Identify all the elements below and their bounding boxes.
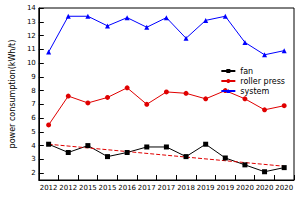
svg-text:3: 3 xyxy=(31,155,35,163)
svg-text:2012: 2012 xyxy=(40,184,58,192)
svg-text:roller press: roller press xyxy=(240,77,285,86)
svg-text:2016: 2016 xyxy=(118,184,136,192)
svg-text:8: 8 xyxy=(31,87,35,95)
svg-text:2019: 2019 xyxy=(197,184,215,192)
svg-text:10: 10 xyxy=(27,59,36,67)
svg-text:14: 14 xyxy=(27,4,36,12)
svg-text:7: 7 xyxy=(31,100,35,108)
svg-text:2020: 2020 xyxy=(275,184,293,192)
svg-text:2019: 2019 xyxy=(216,184,234,192)
svg-text:4: 4 xyxy=(31,142,36,150)
svg-text:13: 13 xyxy=(27,18,36,26)
svg-text:2017: 2017 xyxy=(157,184,175,192)
svg-text:fan: fan xyxy=(240,67,253,76)
svg-text:5: 5 xyxy=(31,128,35,136)
svg-text:2015: 2015 xyxy=(99,184,117,192)
svg-text:11: 11 xyxy=(27,45,36,53)
svg-text:system: system xyxy=(240,87,269,96)
svg-text:2012: 2012 xyxy=(59,184,77,192)
svg-text:2020: 2020 xyxy=(256,184,274,192)
svg-text:2020: 2020 xyxy=(236,184,254,192)
svg-text:2015: 2015 xyxy=(79,184,97,192)
svg-text:9: 9 xyxy=(31,73,35,81)
svg-text:power consumption(kWh/t): power consumption(kWh/t) xyxy=(8,40,17,149)
svg-text:6: 6 xyxy=(31,114,36,122)
svg-text:2018: 2018 xyxy=(177,184,195,192)
svg-text:2: 2 xyxy=(31,169,35,177)
svg-text:12: 12 xyxy=(27,32,36,40)
svg-text:2017: 2017 xyxy=(138,184,156,192)
